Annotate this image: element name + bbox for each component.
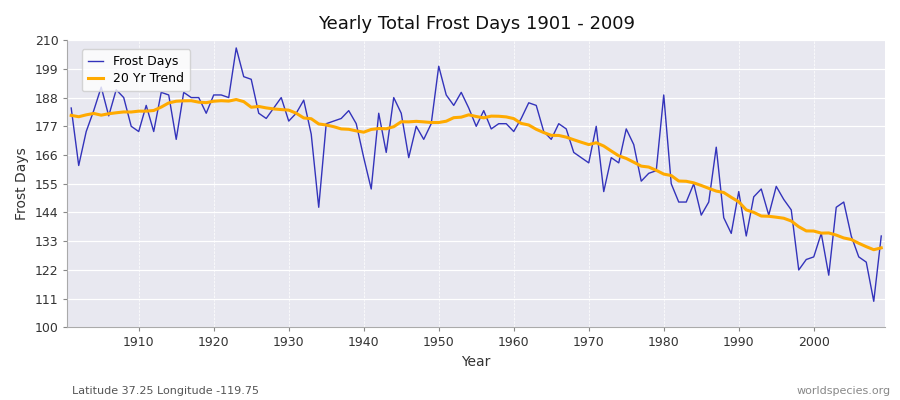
Y-axis label: Frost Days: Frost Days <box>15 147 29 220</box>
Frost Days <box>230 46 241 50</box>
Line: 20 Yr Trend: 20 Yr Trend <box>71 100 881 250</box>
20 Yr Trend <box>126 110 137 114</box>
20 Yr Trend <box>230 97 241 102</box>
Text: Latitude 37.25 Longitude -119.75: Latitude 37.25 Longitude -119.75 <box>72 386 259 396</box>
Frost Days <box>876 234 886 238</box>
Legend: Frost Days, 20 Yr Trend: Frost Days, 20 Yr Trend <box>82 49 191 92</box>
Text: worldspecies.org: worldspecies.org <box>796 386 891 396</box>
Frost Days <box>508 129 519 134</box>
Frost Days <box>516 116 526 121</box>
Frost Days <box>66 106 77 110</box>
20 Yr Trend <box>868 247 879 252</box>
Title: Yearly Total Frost Days 1901 - 2009: Yearly Total Frost Days 1901 - 2009 <box>318 15 634 33</box>
20 Yr Trend <box>298 116 309 120</box>
20 Yr Trend <box>606 148 616 153</box>
20 Yr Trend <box>66 113 77 118</box>
Line: Frost Days: Frost Days <box>71 48 881 301</box>
Frost Days <box>343 108 354 113</box>
20 Yr Trend <box>343 127 354 132</box>
20 Yr Trend <box>508 116 519 121</box>
Frost Days <box>126 124 137 129</box>
20 Yr Trend <box>876 246 886 250</box>
Frost Days <box>606 155 616 160</box>
20 Yr Trend <box>516 121 526 126</box>
Frost Days <box>868 299 879 304</box>
X-axis label: Year: Year <box>462 355 490 369</box>
Frost Days <box>298 98 309 102</box>
